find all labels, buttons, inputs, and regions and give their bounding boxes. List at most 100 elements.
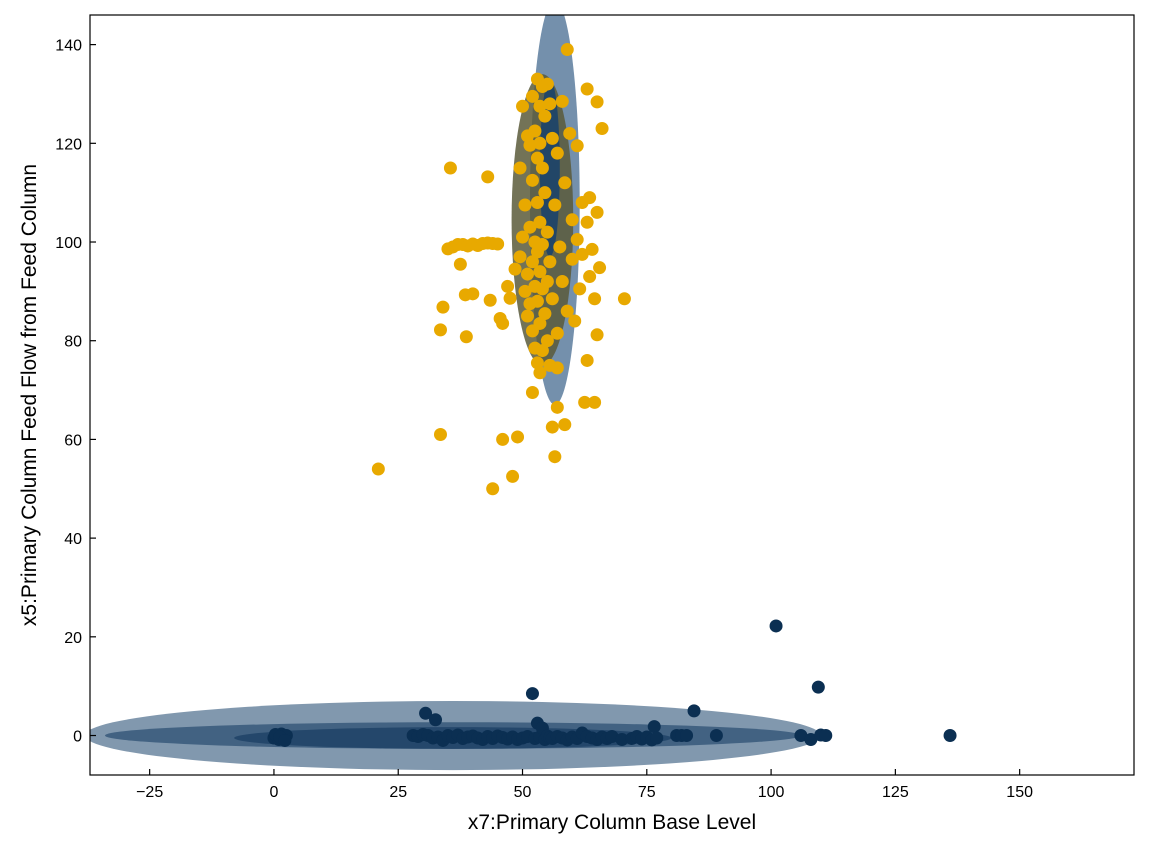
x-tick-label: 150 — [1006, 784, 1033, 801]
data-point-high — [528, 124, 542, 138]
data-point-high — [540, 77, 554, 91]
confidence-ellipse-high-inner — [539, 79, 560, 257]
data-point-high — [459, 330, 473, 344]
data-point-high — [545, 292, 559, 306]
data-point-low — [819, 729, 833, 743]
data-point-high — [533, 136, 547, 150]
x-tick-label: 0 — [269, 784, 278, 801]
data-point-high — [555, 94, 569, 108]
data-point-low — [943, 729, 957, 743]
data-point-low — [650, 731, 664, 745]
data-point-high — [568, 314, 582, 328]
data-point-high — [525, 386, 539, 400]
data-point-high — [540, 225, 554, 239]
data-point-high — [588, 292, 602, 306]
data-point-high — [617, 292, 631, 306]
data-point-low — [429, 713, 443, 727]
data-point-high — [436, 300, 450, 314]
y-tick-label: 140 — [55, 38, 82, 55]
data-point-high — [516, 99, 530, 113]
data-point-low — [804, 732, 818, 746]
data-point-high — [518, 198, 532, 212]
data-point-low — [419, 706, 433, 720]
data-point-high — [560, 43, 574, 57]
data-point-high — [525, 255, 539, 269]
data-point-high — [538, 307, 552, 321]
data-point-high — [511, 430, 525, 444]
data-point-low — [709, 729, 723, 743]
data-point-low — [615, 732, 629, 746]
data-point-high — [486, 482, 500, 496]
data-point-high — [545, 420, 559, 434]
data-point-high — [533, 316, 547, 330]
data-point-high — [513, 161, 527, 175]
data-point-high — [525, 89, 539, 103]
data-point-low — [769, 619, 783, 633]
data-point-high — [506, 469, 520, 483]
data-point-high — [496, 432, 510, 446]
data-point-high — [583, 270, 597, 284]
data-point-high — [530, 196, 544, 210]
data-point-high — [491, 237, 505, 251]
data-point-high — [535, 237, 549, 251]
data-point-high — [548, 450, 562, 464]
data-point-low — [605, 730, 619, 744]
data-point-high — [501, 279, 515, 293]
data-point-high — [508, 262, 522, 276]
data-point-high — [580, 353, 594, 367]
data-point-high — [570, 139, 584, 153]
x-axis-label: x7:Primary Column Base Level — [468, 811, 756, 834]
data-point-high — [555, 274, 569, 288]
data-point-high — [588, 395, 602, 409]
data-point-high — [483, 293, 497, 307]
data-point-high — [550, 361, 564, 375]
data-point-high — [503, 291, 517, 305]
data-point-high — [550, 400, 564, 414]
data-point-high — [563, 126, 577, 140]
data-point-high — [466, 287, 480, 301]
data-point-high — [578, 395, 592, 409]
data-point-high — [553, 240, 567, 254]
data-point-high — [481, 170, 495, 184]
data-point-high — [540, 274, 554, 288]
x-tick-label: 75 — [638, 784, 656, 801]
data-point-low — [680, 729, 694, 743]
y-tick-label: 100 — [55, 235, 82, 252]
data-point-high — [533, 265, 547, 279]
data-point-high — [520, 309, 534, 323]
plot-background — [90, 15, 1134, 775]
data-point-high — [513, 250, 527, 264]
y-tick-label: 0 — [73, 729, 82, 746]
data-point-low — [811, 680, 825, 694]
data-point-high — [371, 462, 385, 476]
data-point-high — [443, 161, 457, 175]
x-axis: −25 0 25 50 75 100 125 150 — [136, 769, 1033, 801]
y-tick-label: 60 — [64, 432, 82, 449]
data-point-high — [590, 95, 604, 109]
data-point-high — [590, 328, 604, 342]
y-axis-label: x5:Primary Column Feed Flow from Feed Co… — [18, 164, 41, 626]
y-tick-label: 120 — [55, 136, 82, 153]
data-point-high — [580, 215, 594, 229]
x-tick-label: 50 — [514, 784, 532, 801]
data-point-high — [530, 294, 544, 308]
points-layer — [267, 43, 957, 747]
data-point-high — [558, 418, 572, 432]
data-point-high — [533, 215, 547, 229]
y-tick-label: 40 — [64, 531, 82, 548]
x-tick-label: 25 — [389, 784, 407, 801]
data-point-high — [520, 267, 534, 281]
data-point-high — [538, 109, 552, 123]
data-point-high — [590, 205, 604, 219]
data-point-high — [518, 284, 532, 298]
data-point-high — [433, 323, 447, 337]
x-tick-label: 125 — [882, 784, 909, 801]
y-tick-label: 80 — [64, 334, 82, 351]
data-point-low — [647, 720, 661, 734]
data-point-high — [558, 176, 572, 190]
data-point-high — [565, 213, 579, 227]
data-point-high — [548, 198, 562, 212]
data-point-low — [278, 733, 292, 747]
data-point-low — [525, 687, 539, 701]
